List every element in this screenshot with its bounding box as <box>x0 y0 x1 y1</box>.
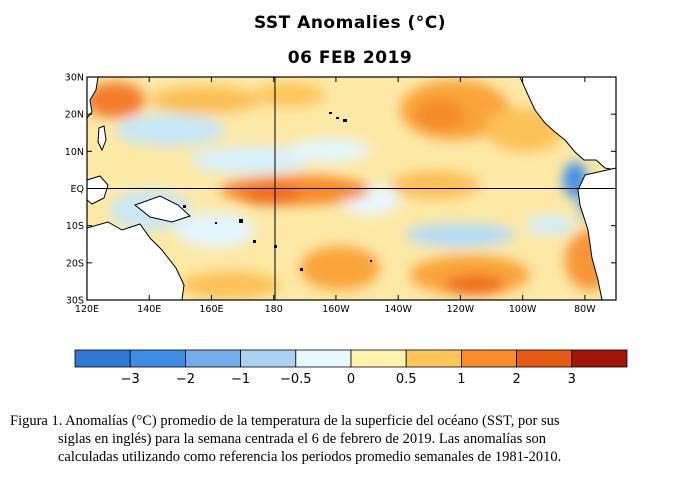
x-tick-label: 100W <box>509 304 537 315</box>
colorbar-tick-label: −1 <box>231 372 250 387</box>
y-tick-label: 20N <box>65 110 84 121</box>
y-tick-label: 30S <box>66 296 84 307</box>
caption-line-2: siglas en inglés) para la semana centrad… <box>58 431 546 447</box>
y-tick-label: 10S <box>66 221 84 232</box>
x-tick-label: 180 <box>265 304 283 315</box>
land <box>86 76 617 301</box>
y-axis-ticks: 30N 20N 10N EQ 10S 20S 30S <box>65 73 616 307</box>
y-tick-label: 20S <box>66 258 84 269</box>
y-tick-label: 30N <box>65 73 84 84</box>
x-tick-label: 80W <box>574 304 596 315</box>
colorbar-swatch <box>240 349 297 368</box>
x-axis-ticks: 120E 140E 160E 180 160W 140W 120W 100W 80W <box>75 77 596 315</box>
x-tick-label: 160W <box>322 304 350 315</box>
colorbar: −3 −2 −1 −0.5 0 0.5 1 2 3 <box>74 349 628 387</box>
x-tick-label: 140E <box>137 304 161 315</box>
x-tick-label: 120W <box>447 304 475 315</box>
colorbar-tick-label: −3 <box>121 372 140 387</box>
colorbar-tick-label: 1 <box>457 372 465 387</box>
x-tick-label: 140W <box>384 304 412 315</box>
philippines <box>97 125 107 152</box>
colorbar-tick-label: 2 <box>512 372 520 387</box>
sst-anomaly-map: 120E 140E 160E 180 160W 140W 120W 100W 80W 30N20… <box>65 73 628 387</box>
caption-line-3: calculadas utilizando como referencia lo… <box>58 449 562 465</box>
caption-line-1: Figura 1. Anomalías (°C) promedio de la … <box>10 413 560 429</box>
colorbar-tick-label: −2 <box>176 372 195 387</box>
y-tick-label: EQ <box>71 184 84 195</box>
chart-date: 06 FEB 2019 <box>287 48 413 68</box>
x-tick-label: 120E <box>75 304 99 315</box>
colorbar-swatch <box>184 349 241 368</box>
colorbar-tick-label: 3 <box>568 372 576 387</box>
colorbar-swatch <box>516 349 573 368</box>
colorbar-tick-label: 0.5 <box>396 372 417 387</box>
colorbar-tick-label: −0.5 <box>280 372 312 387</box>
figure-caption: Figura 1. Anomalías (°C) promedio de la … <box>10 412 690 466</box>
colorbar-swatch <box>405 349 462 368</box>
colorbar-swatch <box>571 349 628 368</box>
colorbar-swatch <box>129 349 186 368</box>
x-tick-label: 160E <box>199 304 223 315</box>
new-guinea <box>133 195 191 223</box>
colorbar-swatch <box>295 349 352 368</box>
chart-title: SST Anomalies (°C) <box>253 13 447 33</box>
colorbar-tick-label: 0 <box>347 372 355 387</box>
colorbar-swatch <box>350 349 407 368</box>
y-tick-label: 10N <box>65 147 84 158</box>
colorbar-swatch <box>74 349 131 368</box>
colorbar-swatch <box>460 349 517 368</box>
